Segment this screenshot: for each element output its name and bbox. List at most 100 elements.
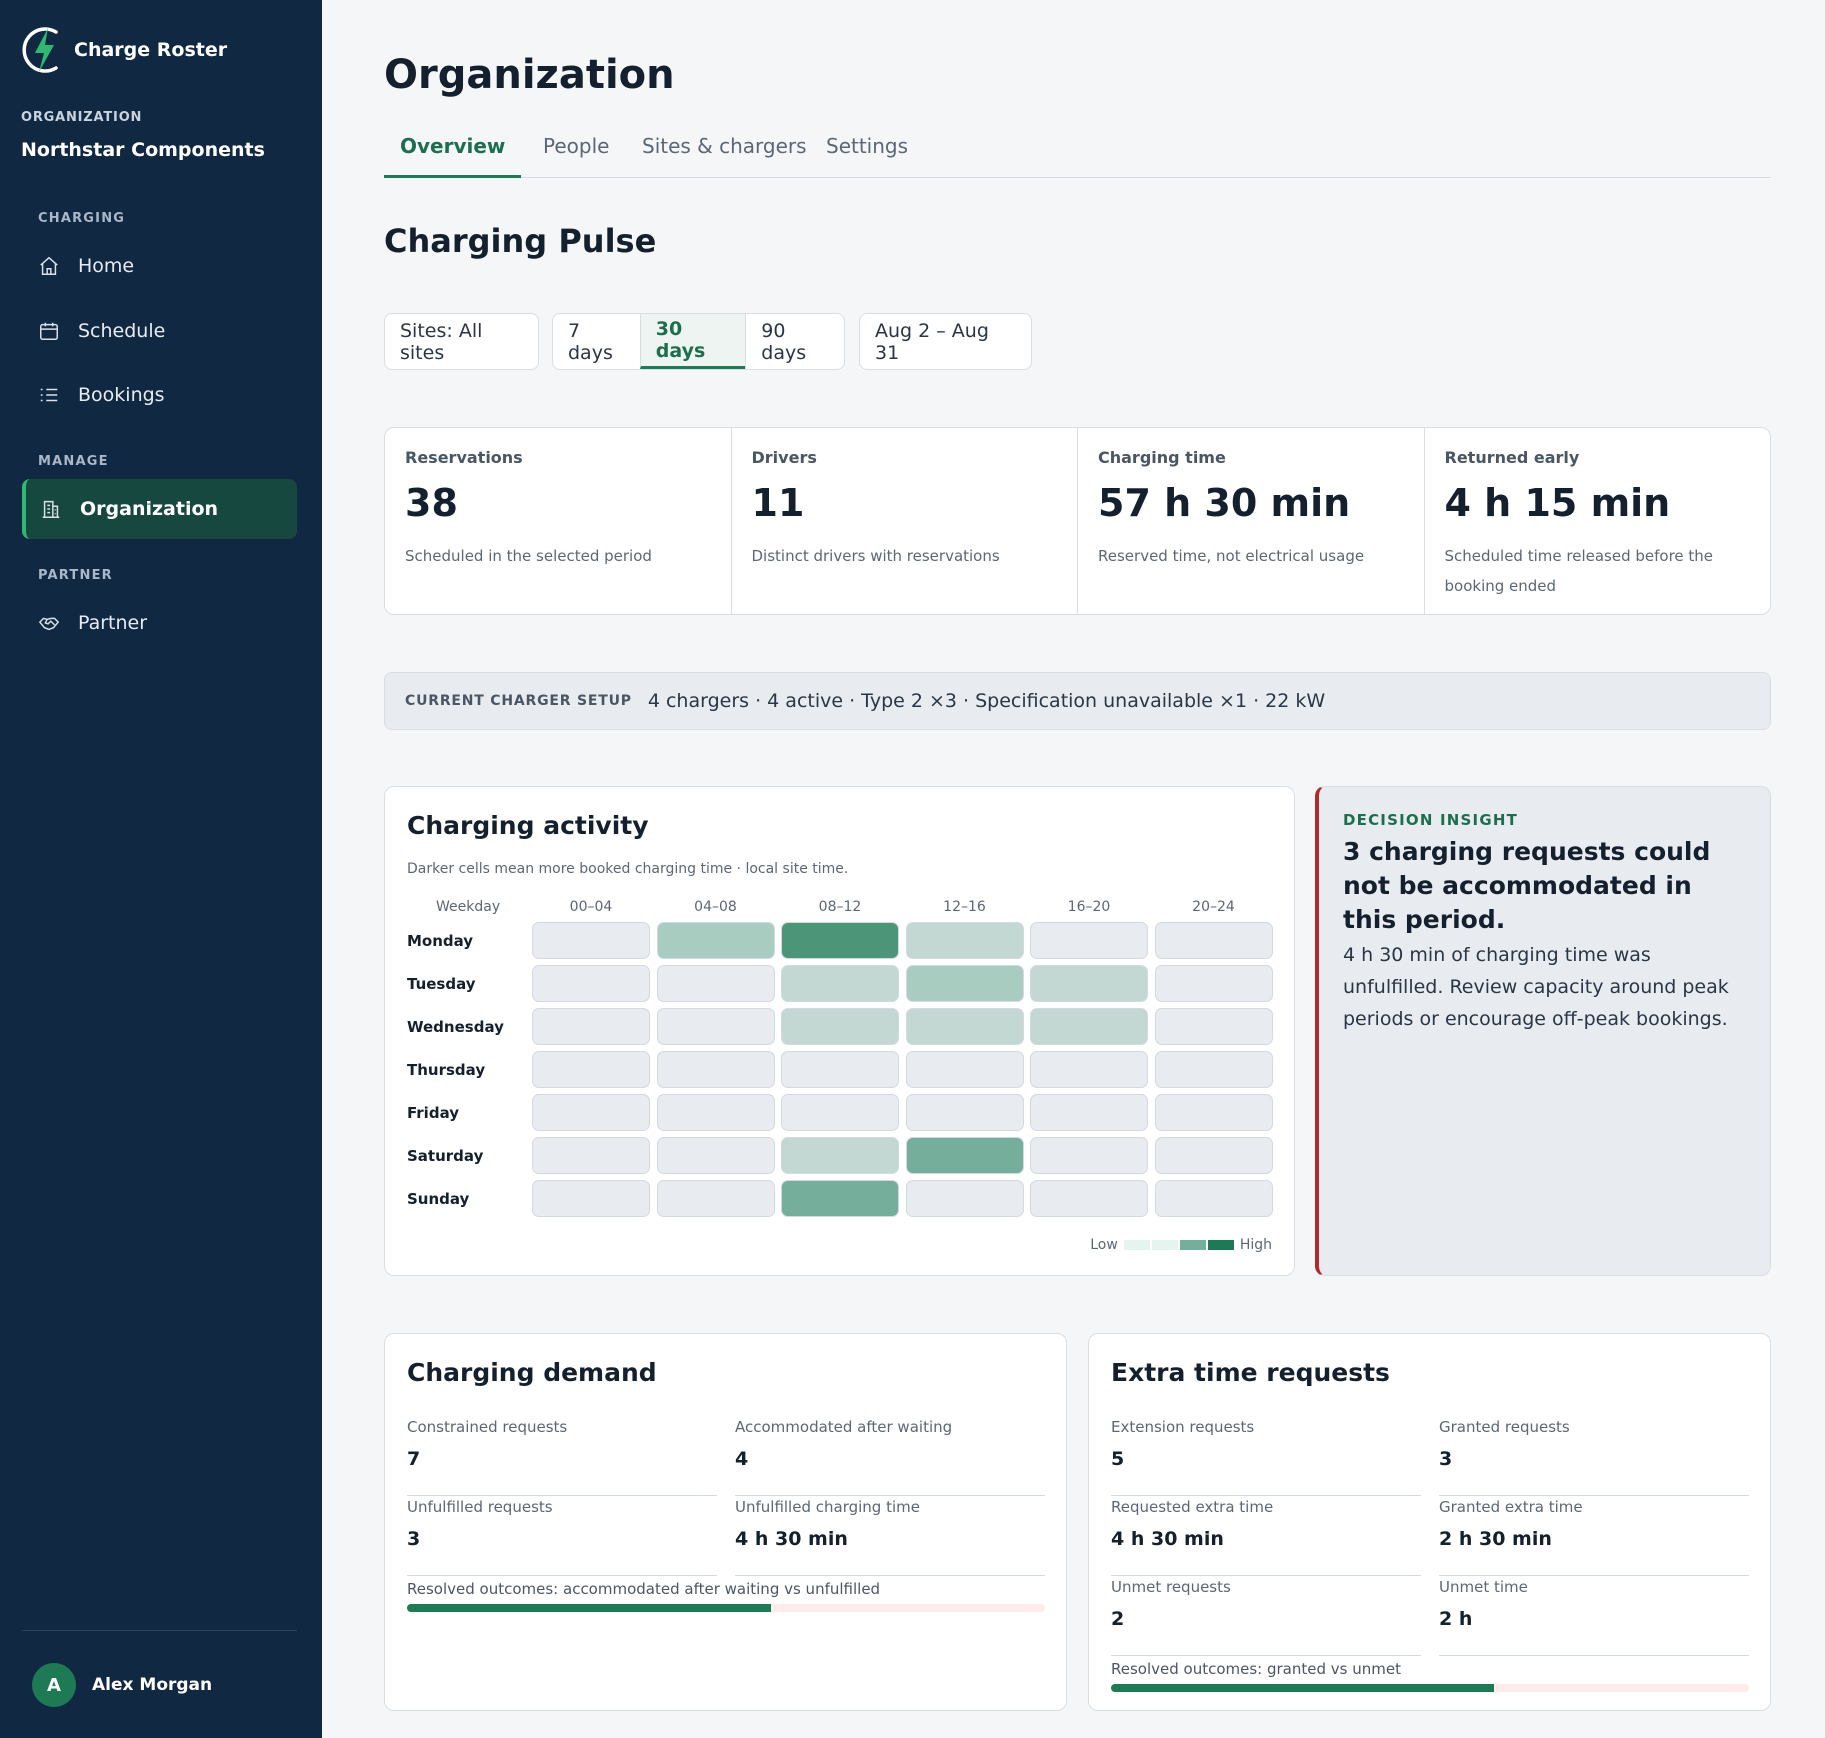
date-range-picker[interactable]: Aug 2 – Aug 31: [859, 313, 1032, 370]
tab-people[interactable]: People: [543, 134, 610, 158]
heatmap-cell[interactable]: [656, 965, 775, 1002]
user-name: Alex Morgan: [92, 1675, 213, 1695]
kpi-label: Drivers: [751, 448, 817, 467]
stat-unmet-requests: Unmet requests 2: [1111, 1578, 1421, 1656]
heatmap-cell[interactable]: [532, 1008, 650, 1045]
tab-overview[interactable]: Overview: [384, 128, 522, 178]
page-title: Organization: [384, 52, 675, 98]
sites-filter-label: Sites: All sites: [400, 319, 483, 364]
stat-granted-extra-time: Granted extra time 2 h 30 min: [1439, 1498, 1749, 1576]
period-90-days[interactable]: 90 days: [745, 314, 844, 369]
heatmap-cell[interactable]: [1154, 1137, 1273, 1174]
extra-bar-label: Resolved outcomes: granted vs unmet: [1111, 1660, 1401, 1678]
sidebar-item-home[interactable]: Home: [22, 236, 297, 296]
stat-label: Granted extra time: [1439, 1498, 1583, 1516]
heatmap-cell[interactable]: [1154, 1180, 1273, 1217]
heatmap-cell[interactable]: [1030, 965, 1148, 1002]
heatmap-cell[interactable]: [532, 1094, 650, 1131]
heatmap-cell[interactable]: [781, 1008, 899, 1045]
period-7-days[interactable]: 7 days: [568, 319, 613, 364]
period-selector: 7 days 30 days 90 days: [552, 313, 845, 370]
org-name[interactable]: Northstar Components: [21, 139, 265, 161]
sidebar-item-schedule[interactable]: Schedule: [22, 301, 297, 361]
heatmap-cell[interactable]: [1154, 922, 1273, 959]
heatmap-legend: Low High: [1090, 1237, 1272, 1253]
heatmap-cell[interactable]: [781, 922, 899, 959]
heatmap-cell[interactable]: [1030, 1051, 1148, 1088]
stat-label: Unfulfilled charging time: [735, 1498, 920, 1516]
heatmap-cell[interactable]: [905, 1008, 1024, 1045]
heatmap-cell[interactable]: [656, 922, 775, 959]
heatmap-cell[interactable]: [905, 1137, 1024, 1174]
heatmap-cell[interactable]: [656, 1137, 775, 1174]
heatmap-cell[interactable]: [781, 1137, 899, 1174]
heatmap-cell[interactable]: [1030, 1094, 1148, 1131]
heatmap-cell[interactable]: [905, 922, 1024, 959]
heatmap-cell[interactable]: [656, 1094, 775, 1131]
tab-sites-chargers[interactable]: Sites & chargers: [642, 134, 807, 158]
stat-value: 4 h 30 min: [1111, 1528, 1224, 1550]
heatmap-cell[interactable]: [532, 922, 650, 959]
heatmap-cell[interactable]: [1154, 965, 1273, 1002]
heatmap-cell[interactable]: [905, 1180, 1024, 1217]
date-range-label: Aug 2 – Aug 31: [875, 319, 989, 364]
sidebar-divider: [22, 1630, 297, 1631]
stat-unmet-time: Unmet time 2 h: [1439, 1578, 1749, 1656]
heatmap-cell[interactable]: [1030, 1137, 1148, 1174]
stat-label: Unfulfilled requests: [407, 1498, 553, 1516]
heatmap-row-label: Monday: [407, 932, 474, 950]
heatmap-cell[interactable]: [781, 1051, 899, 1088]
heatmap-column-label: 04–08: [694, 899, 737, 915]
heatmap-cell[interactable]: [532, 1137, 650, 1174]
sidebar-item-partner[interactable]: Partner: [22, 593, 297, 653]
kpi-sub: Reserved time, not electrical usage: [1098, 547, 1365, 565]
brand[interactable]: Charge Roster: [20, 22, 227, 78]
heatmap-cell[interactable]: [656, 1008, 775, 1045]
sidebar-item-label: Schedule: [78, 320, 166, 342]
insight-body: 4 h 30 min of charging time was unfulfil…: [1343, 944, 1729, 1030]
stat-accommodated-after-waiting: Accommodated after waiting 4: [735, 1418, 1045, 1496]
kpi-label: Returned early: [1444, 448, 1580, 467]
stat-label: Accommodated after waiting: [735, 1418, 953, 1436]
sites-filter[interactable]: Sites: All sites: [384, 313, 539, 370]
stat-extension-requests: Extension requests 5: [1111, 1418, 1421, 1496]
heatmap-cell[interactable]: [532, 965, 650, 1002]
sidebar-item-label: Home: [78, 255, 135, 277]
org-label: ORGANIZATION: [21, 110, 143, 125]
heatmap-cell[interactable]: [1154, 1051, 1273, 1088]
heatmap-cell[interactable]: [1154, 1094, 1273, 1131]
heatmap-cell[interactable]: [905, 965, 1024, 1002]
heatmap-cell[interactable]: [781, 1180, 899, 1217]
heatmap-row-label: Thursday: [407, 1061, 486, 1079]
kpi-sub: Distinct drivers with reservations: [751, 547, 1000, 565]
heatmap-cell[interactable]: [1030, 922, 1148, 959]
heatmap-cell[interactable]: [532, 1051, 650, 1088]
stat-unfulfilled-charging-time: Unfulfilled charging time 4 h 30 min: [735, 1498, 1045, 1576]
section-title: Charging Pulse: [384, 222, 657, 260]
heatmap-row-label: Tuesday: [407, 975, 476, 993]
heatmap-cell[interactable]: [905, 1051, 1024, 1088]
heatmap-cell[interactable]: [656, 1051, 775, 1088]
list-icon: [40, 388, 58, 402]
heatmap-cell[interactable]: [656, 1180, 775, 1217]
heatmap-column-label: 00–04: [569, 899, 613, 915]
tab-settings[interactable]: Settings: [826, 134, 909, 158]
heatmap-cell[interactable]: [1030, 1180, 1148, 1217]
heatmap-cell[interactable]: [905, 1094, 1024, 1131]
kpi-charging-time: Charging time 57 h 30 min Reserved time,…: [1077, 428, 1424, 614]
sidebar: Charge Roster ORGANIZATION Northstar Com…: [0, 0, 322, 1738]
sidebar-item-label: Bookings: [78, 384, 165, 406]
card-subtitle: Darker cells mean more booked charging t…: [407, 861, 849, 877]
heatmap-cell[interactable]: [781, 965, 899, 1002]
stat-label: Unmet requests: [1111, 1578, 1231, 1596]
heatmap-cell[interactable]: [781, 1094, 899, 1131]
stat-value: 4 h 30 min: [735, 1528, 848, 1550]
sidebar-item-organization[interactable]: Organization: [22, 479, 297, 539]
section-label-charging: CHARGING: [38, 211, 126, 226]
user-menu[interactable]: A Alex Morgan: [32, 1663, 212, 1707]
heatmap-cell[interactable]: [532, 1180, 650, 1217]
heatmap-cell[interactable]: [1154, 1008, 1273, 1045]
heatmap-cell[interactable]: [1030, 1008, 1148, 1045]
period-30-days[interactable]: 30 days: [639, 314, 746, 369]
sidebar-item-bookings[interactable]: Bookings: [22, 365, 297, 425]
